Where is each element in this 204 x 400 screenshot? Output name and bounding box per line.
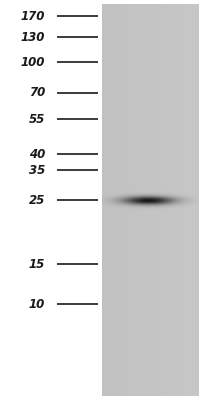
Text: 170: 170	[21, 10, 45, 22]
Text: 15: 15	[29, 258, 45, 270]
Text: 70: 70	[29, 86, 45, 99]
Text: 10: 10	[29, 298, 45, 310]
Text: 130: 130	[21, 31, 45, 44]
Text: 35: 35	[29, 164, 45, 176]
Text: 55: 55	[29, 113, 45, 126]
Text: 100: 100	[21, 56, 45, 68]
Text: 25: 25	[29, 194, 45, 206]
Text: 40: 40	[29, 148, 45, 160]
